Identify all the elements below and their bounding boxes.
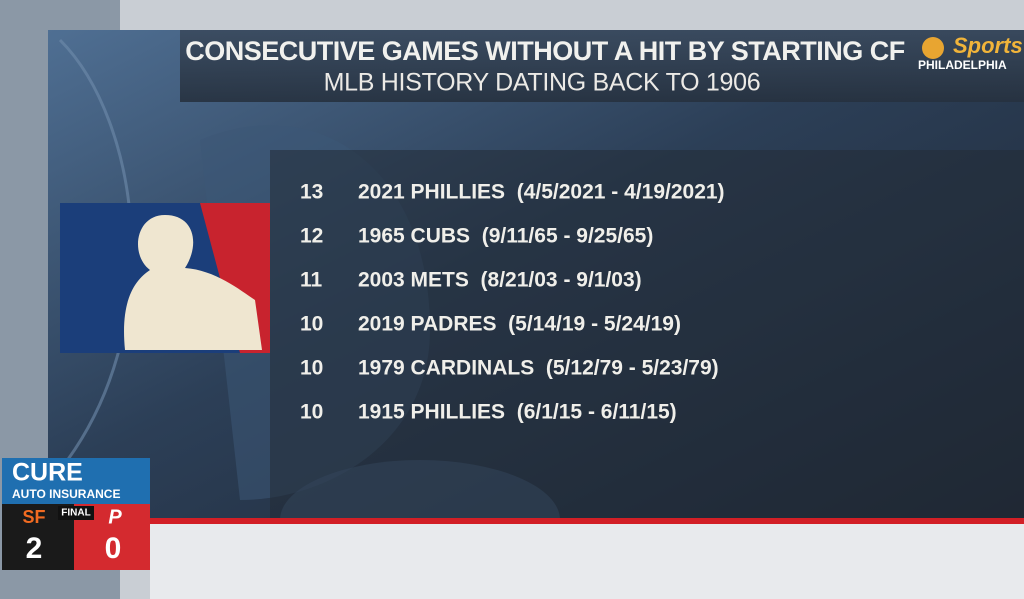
record: 2019 PADRES (5/14/19 - 5/24/19) [358,313,681,336]
rank: 11 [300,269,323,292]
mlb-silhouette [124,215,262,350]
header-bar [180,30,1024,102]
rank: 12 [300,225,323,248]
title: CONSECUTIVE GAMES WITHOUT A HIT BY START… [185,36,905,66]
lower-area [150,524,1024,599]
record: 1965 CUBS (9/11/65 - 9/25/65) [358,225,653,248]
bottom-stripe [150,518,1024,524]
rank: 10 [300,401,323,424]
away-logo: SF [22,507,45,527]
record-list: 13 2021 PHILLIES (4/5/2021 - 4/19/2021) 12… [300,181,725,424]
status-box [58,506,94,520]
subtitle: MLB HISTORY DATING BACK TO 1906 [324,69,761,97]
sponsor-box [2,458,150,504]
rank: 10 [300,357,323,380]
record: 2021 PHILLIES (4/5/2021 - 4/19/2021) [358,181,725,204]
rank: 13 [300,181,323,204]
home-score: 0 [105,532,122,565]
rank: 10 [300,313,323,336]
sponsor-sub: AUTO INSURANCE [12,487,120,501]
record: 1915 PHILLIES (6/1/15 - 6/11/15) [358,401,677,424]
status: FINAL [61,508,90,519]
peacock-logo [922,37,944,59]
away-score: 2 [26,532,43,565]
record: 2003 METS (8/21/03 - 9/1/03) [358,269,642,292]
sponsor: CURE [12,459,83,487]
record: 1979 CARDINALS (5/12/79 - 5/23/79) [358,357,719,380]
home-logo: P [108,506,122,528]
network-region: PHILADELPHIA [918,58,1007,72]
network-brand: Sports [953,33,1023,58]
list-panel [270,150,1024,520]
